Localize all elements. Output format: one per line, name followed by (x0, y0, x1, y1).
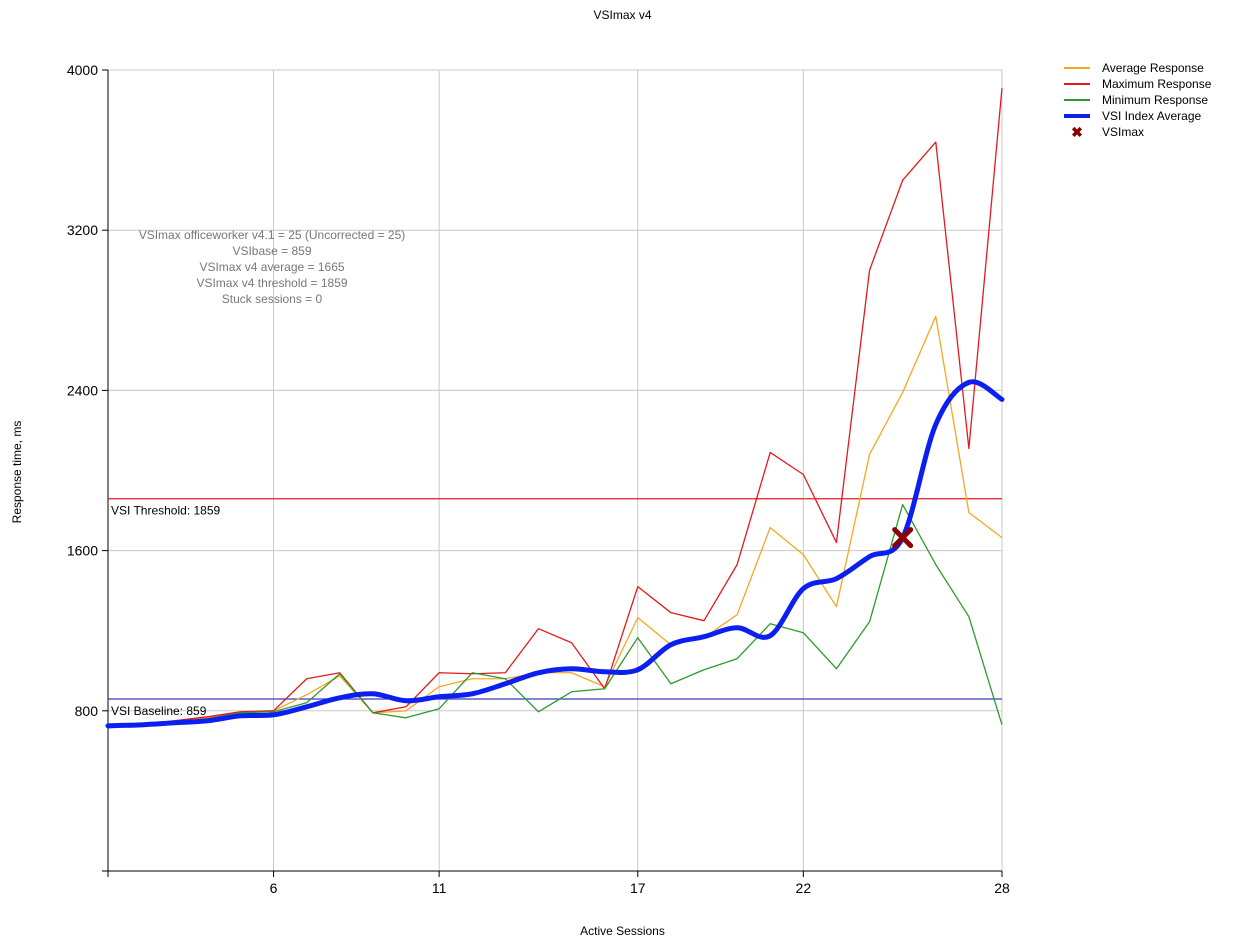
x-tick-label-6: 6 (270, 880, 278, 896)
legend-label-maximum: Maximum Response (1102, 77, 1212, 91)
vsimax-marker-stroke-b (892, 527, 914, 549)
legend-label-minimum: Minimum Response (1102, 93, 1209, 107)
x-tick-label-28: 28 (994, 880, 1010, 896)
legend-item-maximum: Maximum Response (1062, 76, 1211, 92)
x-axis-label: Active Sessions (580, 924, 665, 938)
x-tick-label-11: 11 (432, 880, 447, 896)
vsimax-marker (892, 527, 914, 549)
axes (102, 69, 1003, 877)
series-line-0 (107, 315, 1003, 728)
series-line-2 (107, 503, 1003, 729)
legend: Average Response Maximum Response Minimu… (1062, 60, 1211, 140)
series-line-1 (107, 87, 1003, 728)
chart-title: VSImax v4 (593, 8, 652, 22)
stat-vsibase: VSIbase = 859 (232, 244, 312, 258)
threshold-lines: VSI Threshold: 1859 VSI Baseline: 859 (108, 498, 1002, 718)
legend-swatch-vsimax: ✖ (1071, 124, 1083, 140)
threshold-label-0: VSI Threshold: 1859 (111, 504, 221, 518)
legend-label-average: Average Response (1102, 61, 1204, 75)
legend-item-minimum: Minimum Response (1062, 92, 1211, 108)
legend-swatch-maximum (1062, 76, 1092, 92)
legend-swatch-minimum (1062, 92, 1092, 108)
y-tick-label-4000: 4000 (67, 62, 98, 78)
legend-swatch-average (1062, 60, 1092, 76)
y-tick-label-3200: 3200 (67, 222, 98, 238)
legend-label-vsimax: VSImax (1102, 125, 1145, 139)
stat-vsimax-average: VSImax v4 average = 1665 (199, 260, 345, 274)
series-lines (105, 87, 1005, 729)
x-tick-label-22: 22 (796, 880, 812, 896)
stat-stuck-sessions: Stuck sessions = 0 (221, 292, 323, 306)
stats-annotation: VSImax officeworker v4.1 = 25 (Uncorrect… (112, 227, 432, 307)
grid-lines (108, 69, 1003, 871)
stat-vsimax: VSImax officeworker v4.1 = 25 (Uncorrect… (138, 228, 406, 242)
y-tick-label-800: 800 (75, 703, 99, 719)
legend-item-average: Average Response (1062, 60, 1211, 76)
legend-item-vsi-index: VSI Index Average (1062, 108, 1211, 124)
tick-labels: 800 1600 2400 3200 4000 6 11 17 22 28 (67, 62, 1010, 896)
y-tick-label-1600: 1600 (67, 543, 98, 559)
legend-label-vsi-index: VSI Index Average (1102, 109, 1202, 123)
legend-swatch-vsi-index (1062, 108, 1092, 124)
series-line-3 (105, 379, 1005, 729)
y-axis-label: Response time, ms (10, 420, 24, 524)
y-tick-label-2400: 2400 (67, 382, 98, 398)
stat-vsimax-threshold: VSImax v4 threshold = 1859 (196, 276, 348, 290)
threshold-label-1: VSI Baseline: 859 (111, 704, 207, 718)
legend-item-vsimax: ✖ VSImax (1062, 124, 1211, 140)
x-tick-label-17: 17 (630, 880, 646, 896)
